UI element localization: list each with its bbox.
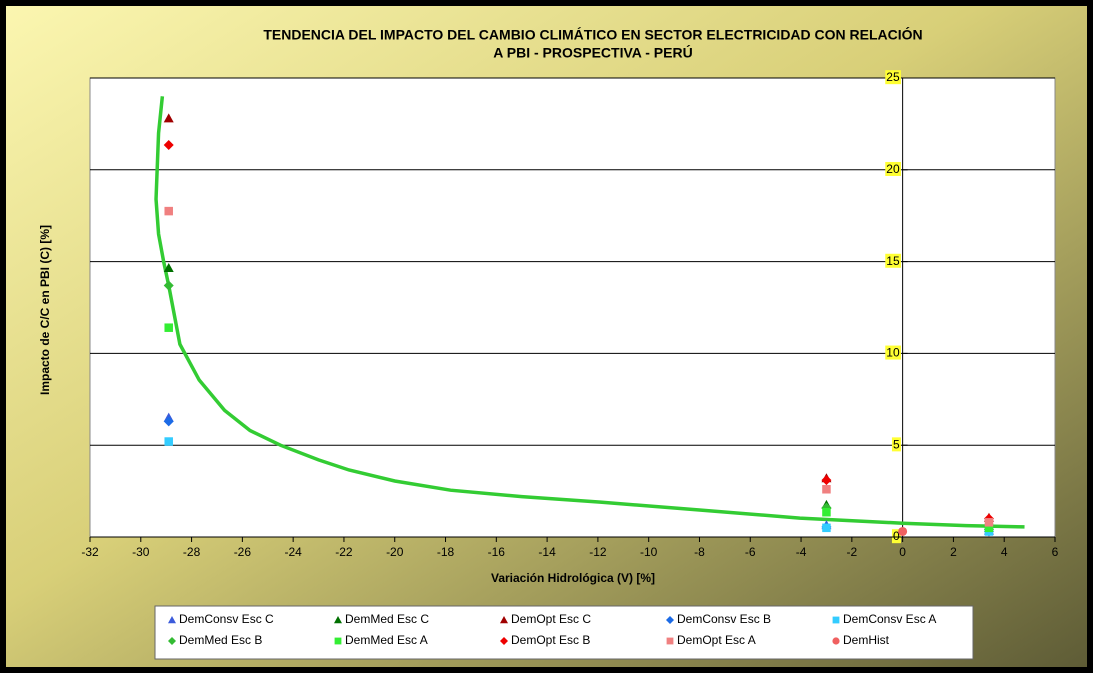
x-tick-label: -2 <box>847 545 858 559</box>
x-tick-label: -16 <box>488 545 506 559</box>
x-tick-label: -28 <box>183 545 201 559</box>
x-tick-label: -4 <box>796 545 807 559</box>
legend-label: DemHist <box>843 633 890 647</box>
x-tick-label: -22 <box>335 545 353 559</box>
x-axis-label: Variación Hidrológica (V) [%] <box>491 571 655 585</box>
x-tick-label: -18 <box>437 545 455 559</box>
y-tick-label-bg <box>885 70 901 85</box>
point <box>163 113 174 123</box>
point <box>163 280 174 291</box>
y-tick-label-bg <box>885 345 901 360</box>
plot-area <box>89 77 1056 538</box>
legend-label: DemMed Esc B <box>179 633 262 647</box>
point <box>898 526 908 536</box>
x-tick-label: 6 <box>1052 545 1059 559</box>
x-tick-label: -6 <box>745 545 756 559</box>
point <box>822 523 831 533</box>
point <box>163 263 174 273</box>
x-tick-label: -26 <box>234 545 252 559</box>
x-tick-label: -32 <box>81 545 99 559</box>
point <box>821 475 832 486</box>
x-tick-label: -24 <box>284 545 302 559</box>
point <box>164 206 173 216</box>
chart-title: TENDENCIA DEL IMPACTO DEL CAMBIO CLIMÁTI… <box>263 26 922 43</box>
y-tick-label: 0 <box>893 529 900 543</box>
legend-label: DemOpt Esc B <box>511 633 590 647</box>
point <box>821 502 832 513</box>
legend-marker <box>832 637 840 645</box>
x-tick-label: -30 <box>132 545 150 559</box>
y-axis-label: Impacto de C/C en PBI (C) [%] <box>38 225 52 395</box>
x-tick-label: 0 <box>899 545 906 559</box>
legend-label: DemOpt Esc C <box>511 612 591 626</box>
y-tick-label: 25 <box>886 70 900 84</box>
point <box>984 523 994 533</box>
legend-label: DemMed Esc C <box>345 612 429 626</box>
legend-marker <box>666 616 674 624</box>
legend-marker <box>500 637 508 645</box>
x-tick-label: -14 <box>538 545 556 559</box>
point <box>163 416 174 427</box>
point <box>164 437 173 446</box>
point <box>822 485 831 494</box>
legend-label: DemConsv Esc B <box>677 612 771 626</box>
legend-label: DemOpt Esc A <box>677 633 756 647</box>
point <box>984 518 994 527</box>
x-tick-label: 4 <box>1001 545 1008 559</box>
x-tick-label: -12 <box>589 545 607 559</box>
legend-marker <box>168 637 176 645</box>
legend-marker <box>168 616 176 624</box>
legend-marker <box>832 616 840 624</box>
x-tick-label: -10 <box>640 545 658 559</box>
legend <box>154 605 974 660</box>
legend-label: DemConsv Esc A <box>843 612 936 626</box>
legend-label: DemConsv Esc C <box>179 612 274 626</box>
x-tick-label: -20 <box>386 545 404 559</box>
point <box>163 140 174 151</box>
trendline <box>154 96 1025 529</box>
y-tick-label: 5 <box>893 437 900 451</box>
legend-marker <box>500 616 508 624</box>
y-tick-label-bg <box>885 253 901 268</box>
legend-marker <box>666 637 674 645</box>
legend-marker <box>334 637 342 645</box>
x-tick-label: -8 <box>694 545 705 559</box>
legend-marker <box>334 616 342 624</box>
y-tick-label-bg <box>885 161 901 176</box>
x-tick-label: 2 <box>950 545 957 559</box>
point <box>164 323 173 332</box>
y-tick-label-bg <box>891 437 901 452</box>
chart-title: A PBI - PROSPECTIVA - PERÚ <box>493 44 692 61</box>
legend-label: DemMed Esc A <box>345 633 428 647</box>
y-tick-label: 15 <box>886 254 900 268</box>
point <box>822 507 831 517</box>
y-tick-label: 10 <box>886 346 900 360</box>
y-tick-label-bg <box>891 529 901 544</box>
y-tick-label: 20 <box>886 162 900 176</box>
